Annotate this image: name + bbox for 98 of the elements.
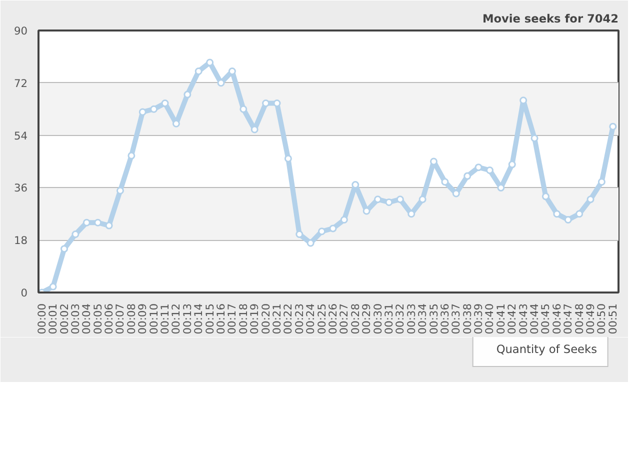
x-tick-label: 00:43 (516, 303, 530, 334)
point (609, 122, 617, 130)
point (284, 154, 292, 162)
x-tick-label: 00:45 (539, 303, 552, 334)
x-tick-label: 00:03 (68, 303, 82, 334)
x-tick-label: 00:23 (292, 303, 306, 334)
point (418, 196, 426, 204)
x-tick-label: 00:21 (270, 303, 284, 334)
x-tick-label: 00:06 (102, 303, 116, 334)
x-tick-label: 00:33 (404, 303, 418, 334)
x-tick-label: 00:16 (214, 303, 228, 334)
x-tick-label: 00:26 (326, 303, 340, 334)
point (464, 172, 472, 180)
point (128, 152, 136, 160)
point (329, 224, 337, 232)
point (586, 196, 594, 204)
x-tick-label: 00:38 (460, 303, 474, 334)
x-tick-label: 00:11 (158, 303, 172, 334)
x-tick-label: 00:35 (427, 303, 440, 334)
point (273, 100, 281, 108)
x-tick-label: 00:17 (226, 303, 239, 334)
x-tick-label: 00:46 (550, 303, 564, 334)
point (161, 100, 169, 108)
x-tick-label: 00:18 (236, 303, 250, 334)
x-tick-label: 00:13 (180, 303, 194, 334)
x-tick-label: 00:30 (371, 303, 384, 334)
x-tick-label: 00:42 (506, 303, 519, 334)
point (542, 192, 550, 200)
point (306, 239, 314, 247)
point (72, 230, 80, 238)
x-tick-label: 00:25 (315, 303, 328, 334)
point (474, 164, 482, 172)
x-tick-label: 00:36 (438, 303, 452, 334)
point (82, 218, 90, 226)
x-tick-label: 00:31 (382, 303, 396, 334)
x-tick-label: 00:50 (595, 303, 608, 334)
point (396, 196, 404, 204)
x-tick-label: 00:00 (35, 303, 48, 334)
x-tick-label: 00:28 (348, 303, 362, 334)
x-tick-label: 00:29 (360, 303, 374, 334)
x-tick-label: 00:34 (416, 303, 430, 334)
x-tick-label: 00:08 (124, 303, 138, 334)
point (598, 178, 606, 186)
point (385, 198, 393, 206)
y-tick-label: 0 (20, 286, 28, 300)
x-tick-label: 00:22 (282, 303, 295, 334)
x-tick-label: 00:40 (483, 303, 496, 334)
point (105, 222, 113, 230)
point (576, 210, 584, 218)
y-tick-label: 18 (14, 234, 28, 248)
x-tick-label: 00:44 (528, 303, 542, 334)
point (116, 186, 124, 194)
point (240, 105, 248, 113)
point (508, 160, 516, 168)
x-tick-label: 00:15 (203, 303, 216, 334)
x-tick-label: 00:02 (58, 303, 71, 334)
x-tick-label: 00:27 (338, 303, 351, 334)
x-tick-label: 00:09 (136, 303, 150, 334)
x-tick-label: 00:19 (248, 303, 262, 334)
point (340, 216, 348, 224)
x-tick-label: 00:07 (114, 303, 127, 334)
point (530, 134, 538, 142)
x-tick-label: 00:01 (46, 303, 60, 334)
x-tick-label: 00:24 (304, 303, 318, 334)
x-tick-label: 00:05 (91, 303, 104, 334)
x-tick-label: 00:04 (80, 303, 94, 334)
x-tick-label: 00:41 (494, 303, 508, 334)
text: Quantity of Seeks (496, 342, 597, 356)
point (194, 68, 202, 75)
point (184, 90, 192, 98)
x-tick-label: 00:32 (394, 303, 407, 334)
point (553, 210, 561, 218)
point (94, 218, 102, 226)
x-tick-label: 00:39 (472, 303, 486, 334)
x-tick-label: 00:47 (562, 303, 575, 334)
y-tick-label: 36 (14, 182, 28, 195)
point (486, 166, 494, 174)
y-tick-label: 54 (14, 129, 28, 142)
x-tick-label: 00:20 (259, 303, 272, 334)
x-tick-label: 00:37 (450, 303, 463, 334)
point (564, 216, 572, 224)
point (374, 196, 382, 204)
y-tick-label: 72 (14, 76, 28, 90)
point (49, 282, 57, 290)
point (296, 230, 304, 238)
y-tick-label: 90 (14, 24, 28, 38)
x-tick-label: 00:12 (170, 303, 183, 334)
chart-title: Movie seeks for 7042 (482, 12, 619, 26)
x-tick-label: 00:10 (147, 303, 160, 334)
x-tick-label: 00:48 (572, 303, 586, 334)
point (318, 228, 326, 236)
x-tick-label: 00:14 (192, 303, 206, 334)
point (441, 178, 449, 186)
point (150, 105, 158, 113)
point (138, 108, 146, 116)
x-tick-label: 00:49 (584, 303, 598, 334)
x-tick-label: 00:51 (606, 303, 620, 334)
point (60, 245, 68, 253)
